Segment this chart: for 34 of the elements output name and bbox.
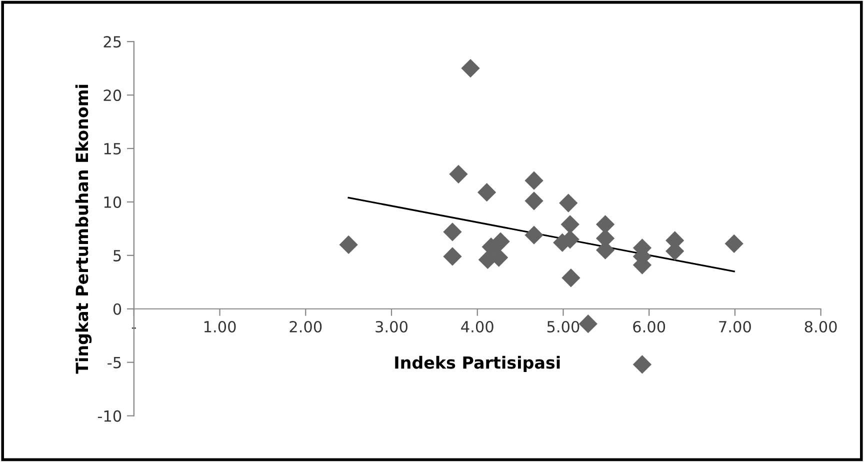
point [524,171,544,190]
y-tick-label: 15 [104,143,121,155]
point [339,235,358,254]
x-tick-label: 7.00 [719,320,751,333]
point [632,355,652,374]
y-tick-label: -10 [98,410,122,422]
y-tick-label: 5 [114,250,121,262]
y-tick-label: 10 [104,196,122,208]
point [443,247,462,266]
x-tick-label: 4.00 [461,320,494,333]
point [578,314,598,334]
y-axis-title: Tingkat Pertumbuhan Ekonomi [75,84,92,374]
point [449,164,468,184]
point [482,238,500,256]
point [461,58,480,78]
y-tick-label: 0 [113,303,122,315]
point [559,194,578,212]
y-tick-label: -5 [108,357,121,368]
point [524,192,544,210]
point [477,183,496,202]
y-tick-label: 20 [104,90,122,102]
x-tick-label: 6.00 [633,320,666,333]
x-tick-label: 1.00 [204,320,236,333]
x-tick-label: 5.00 [547,320,580,333]
point [443,222,462,242]
x-tick-label: 8.00 [804,320,837,333]
point [524,226,544,244]
y-tick-label: 25 [104,36,121,48]
point [562,268,580,288]
point [560,215,580,234]
x-tick-label: 2.00 [290,320,322,333]
x-tick-label: 3.00 [376,320,408,333]
x-axis-title: Indeks Partisipasi [395,356,560,372]
point [724,234,744,253]
